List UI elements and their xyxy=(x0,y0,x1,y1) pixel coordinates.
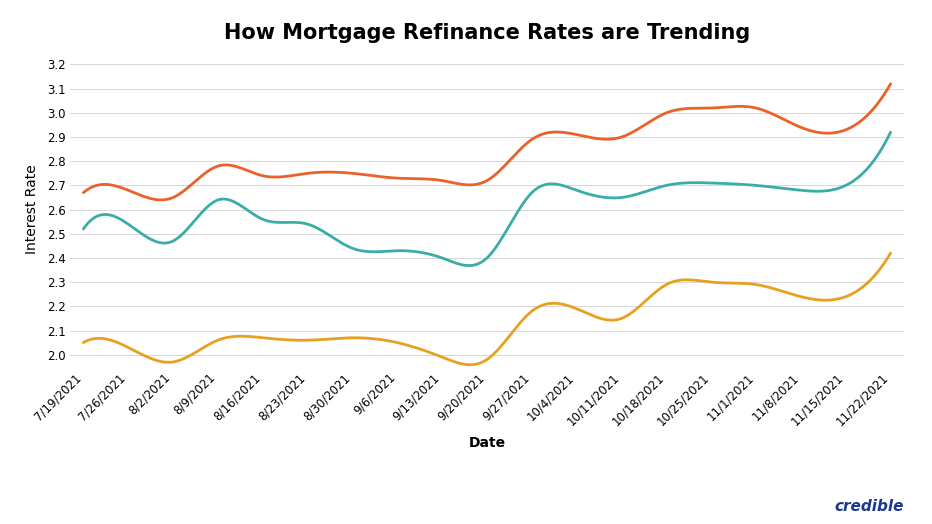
X-axis label: Date: Date xyxy=(469,436,505,451)
Y-axis label: Interest Rate: Interest Rate xyxy=(24,165,38,255)
Text: credible: credible xyxy=(834,498,904,514)
Title: How Mortgage Refinance Rates are Trending: How Mortgage Refinance Rates are Trendin… xyxy=(224,23,750,42)
